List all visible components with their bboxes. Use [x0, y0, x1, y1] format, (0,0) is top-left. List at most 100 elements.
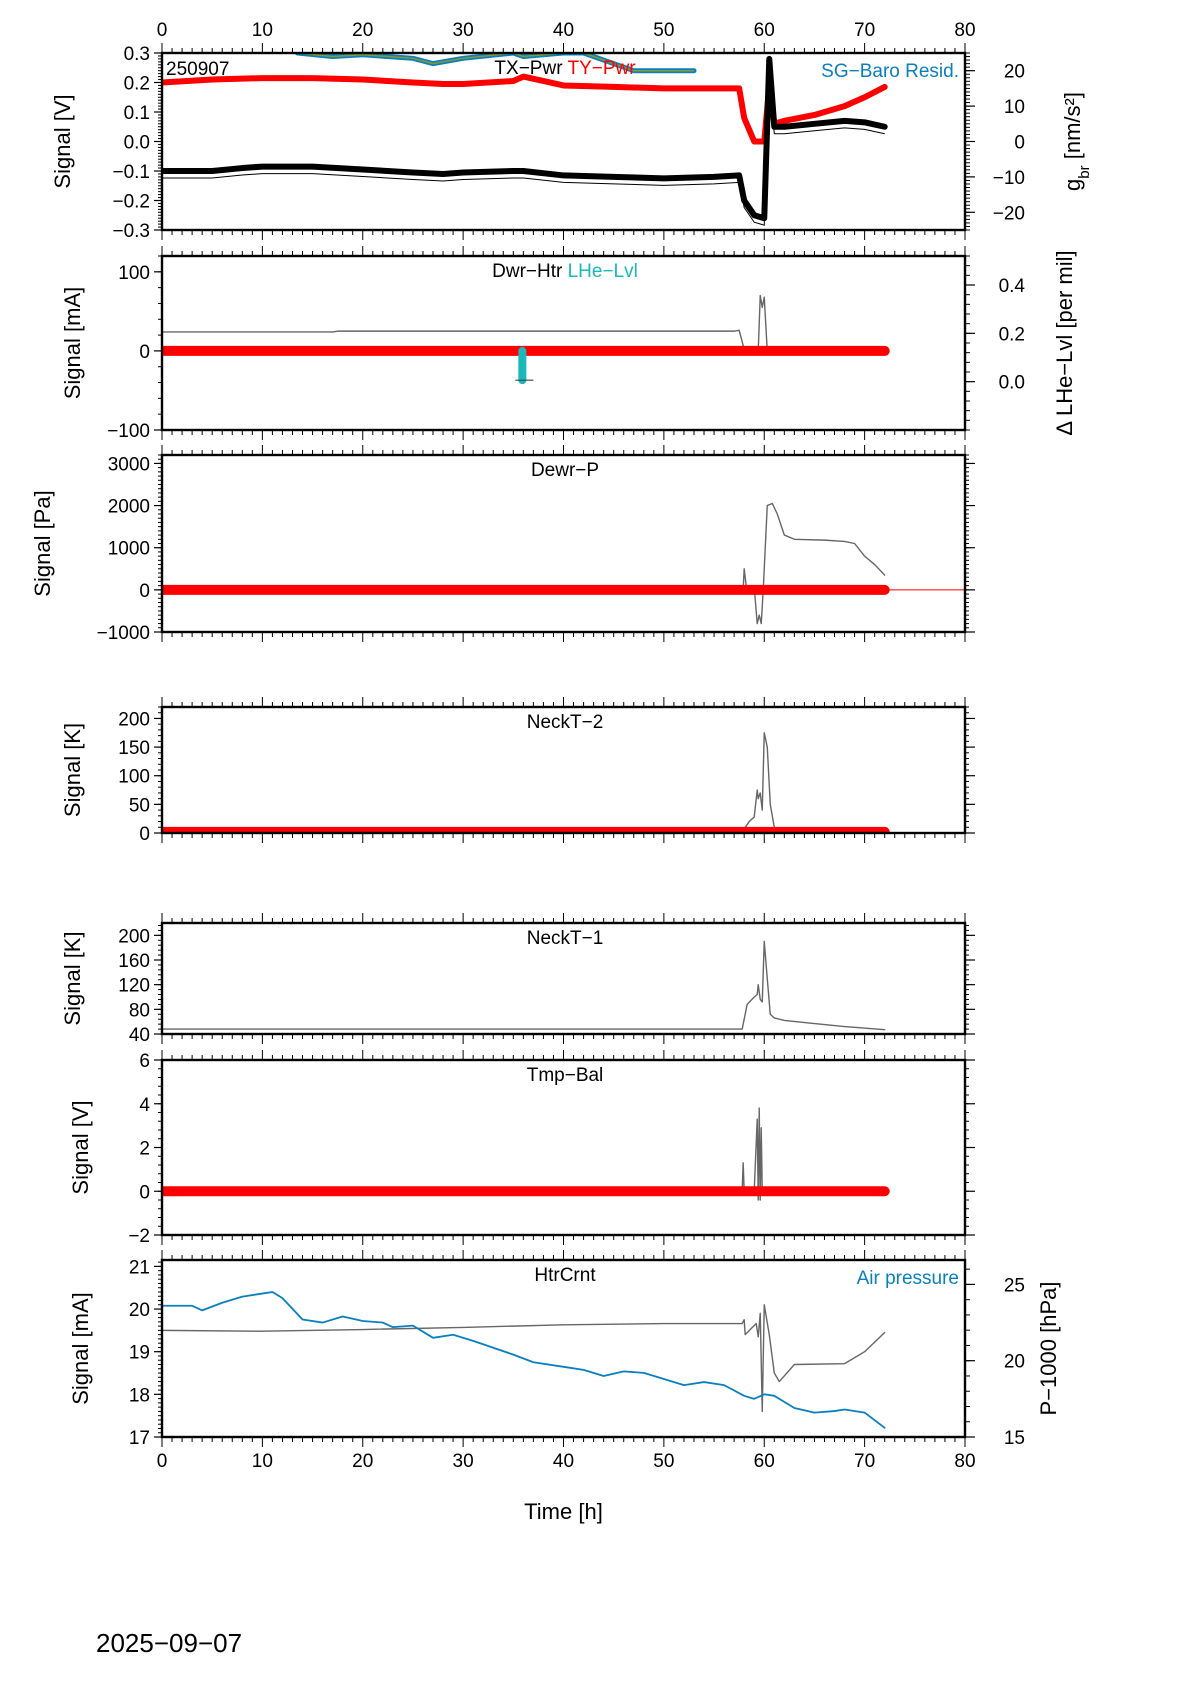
y-axis-title: Signal [K]	[60, 931, 85, 1025]
right-series-label: SG−Baro Resid.	[821, 61, 959, 82]
y2-tick-label: −20	[993, 203, 1025, 224]
y-axis-title: Signal [Pa]	[30, 490, 55, 596]
series-neckt-1	[162, 940, 886, 1031]
x-tick-label-bottom: 70	[854, 1451, 875, 1472]
panel-htrcrnt: 21 20 19 18 17 25 20 15 HtrCrnt Air pressure Signa…	[68, 1250, 1061, 1524]
y-tick-label: 20	[129, 1300, 150, 1321]
panel-dewr-p: 3000 2000 1000 0 −1000 Dewr−P Signal [Pa]	[30, 445, 975, 644]
panel-title-part: Tmp−Bal	[527, 1065, 604, 1086]
x-tick-label-top: 20	[352, 20, 373, 41]
series-group	[162, 732, 890, 833]
y2-tick-label: 0.4	[999, 276, 1026, 297]
x-tick-label-bottom: 60	[754, 1451, 775, 1472]
y2-tick-label: 0	[1014, 133, 1025, 154]
panel-frame	[160, 254, 967, 432]
y-tick-label: 0.1	[124, 103, 150, 124]
x-tick-label-bottom: 10	[252, 1451, 273, 1472]
series-group	[162, 294, 890, 385]
y-tick-label: 50	[129, 795, 150, 816]
panel-neckt-2: 200 150 100 50 0 NeckT−2 Signal [K]	[60, 697, 975, 845]
panel-title: NeckT−1	[527, 928, 604, 949]
panel-title-part: TY−Pwr	[563, 58, 637, 79]
date-label: 2025−09−07	[96, 1628, 243, 1658]
y2-tick-label: 0.0	[999, 373, 1025, 394]
panel-frame	[160, 1258, 967, 1439]
panel-frame	[160, 1058, 967, 1237]
y-tick-label: 6	[139, 1051, 150, 1072]
panel-title-part: LHe−Lvl	[562, 261, 638, 282]
y-tick-label: 40	[129, 1025, 150, 1046]
x-tick-label-top: 60	[754, 20, 775, 41]
panel-title: HtrCrnt	[534, 1265, 596, 1286]
y-tick-label: 17	[129, 1428, 150, 1449]
y-tick-label: −100	[107, 421, 150, 442]
x-tick-label-top: 70	[854, 20, 875, 41]
x-tick-label-top: 50	[653, 20, 674, 41]
station-code: 250907	[166, 59, 229, 80]
y2-tick-label: 10	[1004, 97, 1025, 118]
y-tick-label: 0.2	[124, 74, 150, 95]
panel-neckt-1: 200 160 120 80 40 NeckT−1 Signal [K]	[60, 913, 975, 1046]
series-tmp-bal	[741, 1107, 765, 1201]
series-group	[162, 502, 965, 625]
y-tick-label: 150	[118, 738, 150, 759]
y-tick-label: 2	[139, 1139, 150, 1160]
y-axis-title: Signal [V]	[68, 1100, 93, 1194]
series-neckt-2	[162, 732, 886, 833]
y2-tick-label: 25	[1004, 1275, 1025, 1296]
y-tick-label: 18	[129, 1385, 150, 1406]
y2-axis-title: gbr [nm/s²]	[1060, 92, 1093, 191]
y-tick-label: 120	[118, 976, 150, 997]
panel-title-part: Dewr−P	[531, 460, 599, 481]
series-group	[162, 53, 888, 226]
y2-tick-label: 20	[1004, 1352, 1025, 1373]
panel-title: Dewr−P	[531, 460, 599, 481]
panel-title-part: NeckT−1	[527, 928, 604, 949]
x-tick-label-top: 10	[252, 20, 273, 41]
panel-title: Tmp−Bal	[527, 1065, 604, 1086]
panel-title-part: Dwr−Htr	[492, 261, 563, 282]
y-tick-label: 4	[139, 1095, 150, 1116]
x-tick-label-bottom: 80	[954, 1451, 975, 1472]
y-tick-label: 0	[139, 1182, 150, 1203]
y-tick-label: 80	[129, 1000, 150, 1021]
series-group	[162, 1107, 890, 1201]
panel-title-part: HtrCrnt	[534, 1265, 596, 1286]
y-tick-label: −0.1	[112, 162, 150, 183]
panel-frame	[160, 51, 967, 232]
y2-axis-title: Δ LHe−Lvl [per mil]	[1052, 250, 1077, 435]
series-sg-baro-smooth	[297, 53, 694, 72]
series-htrcrnt	[162, 1304, 886, 1413]
panel-frame	[160, 921, 967, 1036]
y-tick-label: −0.3	[112, 221, 150, 242]
y-tick-label: −1000	[97, 623, 150, 644]
x-tick-label-top: 40	[553, 20, 574, 41]
y-tick-label: −2	[128, 1226, 150, 1247]
panel-title-part: NeckT−2	[527, 712, 604, 733]
series-dwr-htr	[162, 294, 768, 352]
y2-tick-label: 15	[1004, 1428, 1025, 1449]
y-tick-label: −0.2	[112, 192, 150, 213]
y-tick-label: 160	[118, 951, 150, 972]
y-tick-label: 0	[139, 342, 150, 363]
panel-title: Dwr−Htr LHe−Lvl	[492, 261, 638, 282]
y2-axis-title: P−1000 [hPa]	[1036, 1282, 1061, 1416]
panel-title: TX−Pwr TY−Pwr	[494, 58, 636, 79]
series-group	[162, 940, 886, 1031]
x-tick-label-bottom: 0	[157, 1451, 168, 1472]
panel-frame	[160, 453, 967, 634]
y-tick-label: 19	[129, 1343, 150, 1364]
series-tx-pwr-secondary	[162, 65, 885, 226]
x-axis-title: Time [h]	[524, 1499, 603, 1524]
y-tick-label: 200	[118, 709, 150, 730]
y2-tick-label: 0.2	[999, 324, 1025, 345]
series-ty-pwr	[162, 73, 888, 145]
x-tick-label-bottom: 50	[653, 1451, 674, 1472]
x-tick-label-top: 0	[157, 20, 168, 41]
y2-tick-label: 20	[1004, 62, 1025, 83]
panel-tmp-bal: 6 4 2 0 −2 Tmp−Bal Signal [V]	[68, 1050, 975, 1247]
y2-tick-label: −10	[993, 168, 1025, 189]
y-tick-label: 3000	[108, 454, 150, 475]
y-tick-label: 0.3	[124, 44, 150, 65]
